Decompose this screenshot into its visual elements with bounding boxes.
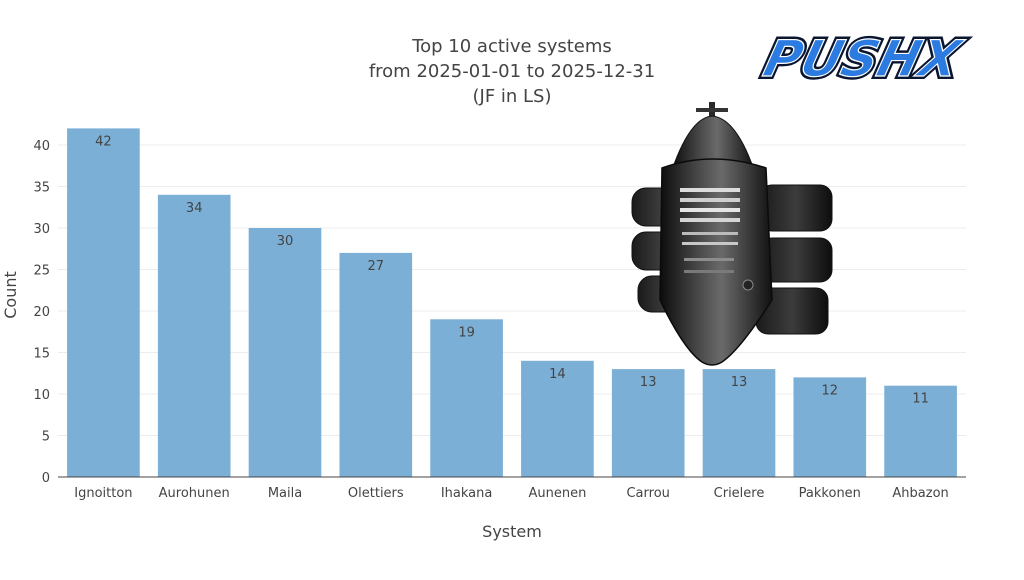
y-tick-label: 25 bbox=[33, 264, 50, 279]
bar-maila[interactable] bbox=[248, 228, 322, 477]
x-tick-label: Crielere bbox=[714, 486, 765, 501]
y-tick-label: 35 bbox=[33, 181, 50, 196]
y-axis-ticks: 0 5 10 15 20 25 30 35 40 bbox=[33, 139, 50, 486]
chart-title-line-2: from 2025-01-01 to 2025-12-31 bbox=[369, 61, 655, 82]
bar-value-label: 27 bbox=[368, 259, 385, 274]
bar-value-label: 34 bbox=[186, 201, 203, 216]
y-tick-label: 40 bbox=[33, 139, 50, 154]
bar-olettiers[interactable] bbox=[339, 252, 413, 477]
bar-aunenen[interactable] bbox=[521, 360, 594, 477]
x-tick-label: Ignoitton bbox=[74, 486, 132, 501]
bar-aurohunen[interactable] bbox=[157, 194, 231, 478]
bar-value-label: 11 bbox=[912, 392, 929, 407]
bar-crielere[interactable] bbox=[702, 369, 776, 477]
bar-ignoitton[interactable] bbox=[67, 128, 140, 477]
y-tick-label: 0 bbox=[42, 471, 50, 486]
bar-ihakana[interactable] bbox=[430, 319, 503, 477]
svg-text:PUSHX: PUSHX bbox=[758, 30, 969, 88]
y-axis-title: Count bbox=[1, 271, 20, 319]
y-tick-label: 30 bbox=[33, 222, 50, 237]
x-tick-label: Maila bbox=[268, 486, 302, 501]
x-axis-ticks: Ignoitton Aurohunen Maila Olettiers Ihakana A… bbox=[74, 486, 949, 501]
bar-value-label: 13 bbox=[640, 375, 657, 390]
y-tick-label: 10 bbox=[33, 388, 50, 403]
ship-windows bbox=[680, 188, 740, 273]
bar-carrou[interactable] bbox=[611, 369, 685, 477]
x-tick-label: Aunenen bbox=[528, 486, 586, 501]
y-tick-label: 5 bbox=[42, 430, 50, 445]
pushx-logo: PUSHX PUSHX bbox=[755, 27, 972, 91]
svg-text:PUSHX: PUSHX bbox=[758, 30, 969, 88]
x-tick-label: Aurohunen bbox=[159, 486, 230, 501]
y-tick-label: 15 bbox=[33, 347, 50, 362]
x-tick-label: Ihakana bbox=[441, 486, 493, 501]
bar-value-label: 19 bbox=[458, 325, 475, 340]
bars: 42 34 30 27 19 14 13 13 12 11 bbox=[67, 128, 957, 478]
jump-freighter-ship-icon bbox=[631, 102, 833, 366]
bar-value-label: 13 bbox=[731, 375, 748, 390]
bar-pakkonen[interactable] bbox=[793, 377, 867, 477]
chart-title-line-3: (JF in LS) bbox=[472, 86, 551, 107]
bar-value-label: 42 bbox=[95, 134, 112, 149]
bar-value-label: 12 bbox=[822, 383, 839, 398]
x-tick-label: Olettiers bbox=[348, 486, 404, 501]
bar-ahbazon[interactable] bbox=[884, 385, 957, 477]
y-tick-label: 20 bbox=[33, 305, 50, 320]
x-tick-label: Carrou bbox=[626, 486, 669, 501]
bar-value-label: 30 bbox=[277, 234, 294, 249]
chart-title-line-1: Top 10 active systems bbox=[411, 36, 612, 57]
x-axis-title: System bbox=[482, 522, 542, 541]
chart-title: Top 10 active systems from 2025-01-01 to… bbox=[369, 36, 655, 107]
x-tick-label: Pakkonen bbox=[799, 486, 861, 501]
x-tick-label: Ahbazon bbox=[892, 486, 948, 501]
ship-right-pods bbox=[755, 184, 833, 335]
bar-value-label: 14 bbox=[549, 367, 566, 382]
